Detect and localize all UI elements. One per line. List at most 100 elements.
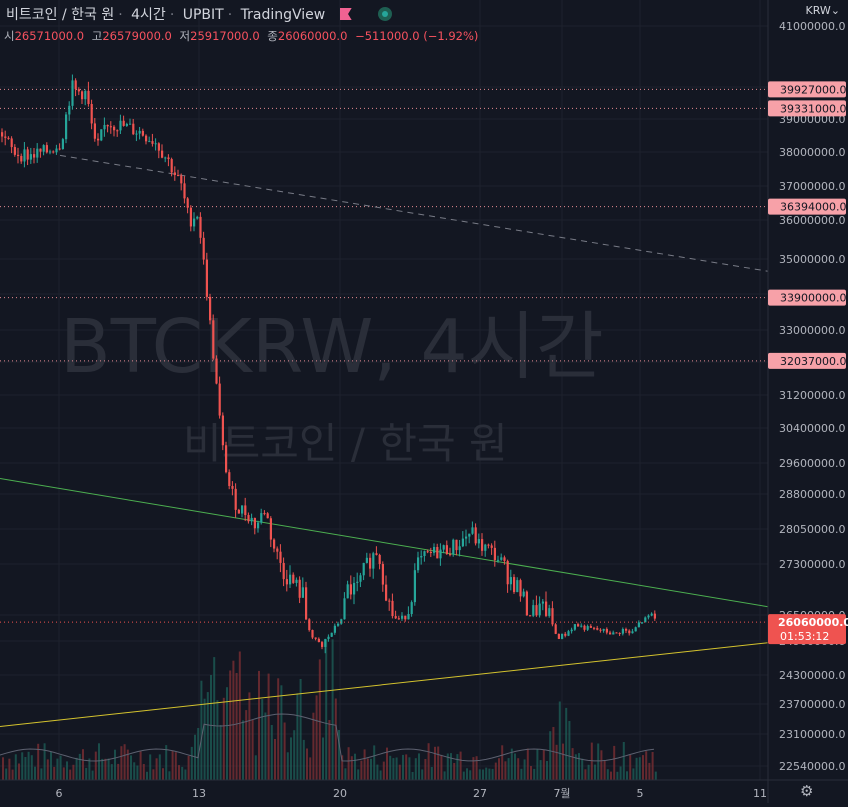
open-label: 시 [4, 29, 15, 43]
volume-bar [280, 685, 283, 780]
candle-body [615, 632, 618, 634]
candle-body [445, 545, 448, 555]
candle-body [506, 560, 509, 585]
volume-bar [152, 769, 155, 780]
candle-body [570, 629, 573, 632]
volume-bar [334, 698, 337, 780]
candle-body [497, 559, 500, 561]
candle-body [180, 175, 183, 184]
flag-icon[interactable] [339, 8, 352, 20]
volume-bar [584, 769, 587, 780]
volume-bar [574, 754, 577, 780]
volume-bar [331, 639, 334, 780]
candle-body [455, 539, 458, 551]
candle-body [36, 148, 39, 158]
candle-body [378, 554, 381, 564]
symbol-title[interactable]: 비트코인 / 한국 원 [6, 7, 115, 23]
volume-bar [363, 749, 366, 780]
volume-bar [181, 766, 184, 780]
candle-body [266, 513, 269, 519]
candle-body [420, 555, 423, 558]
candle-body [29, 154, 32, 160]
volume-bar [370, 758, 372, 780]
candle-body [359, 575, 362, 582]
candle-body [141, 130, 144, 136]
interval-label[interactable]: 4시간 [131, 7, 166, 23]
gear-icon[interactable]: ⚙ [800, 782, 814, 800]
candle-body [7, 137, 10, 139]
volume-bar [190, 746, 193, 780]
candle-body [138, 130, 141, 134]
volume-bar [242, 720, 244, 780]
candle-body [589, 626, 592, 628]
candle-body [295, 579, 298, 583]
candle-body [481, 539, 484, 551]
volume-bar [302, 739, 305, 780]
watermark-subtitle: 비트코인 / 한국 원 [183, 419, 508, 468]
candle-body [148, 141, 151, 143]
candle-body [225, 445, 228, 473]
candle-body [244, 505, 247, 516]
volume-bar [18, 763, 20, 780]
volume-bar [267, 673, 270, 780]
time-axis-tick: 20 [333, 787, 347, 800]
candle-body [538, 603, 541, 616]
candle-body [52, 151, 55, 153]
volume-bar [238, 651, 241, 780]
candle-body [554, 624, 557, 634]
candle-body [561, 633, 564, 639]
candle-body [292, 574, 295, 583]
volume-bar [216, 700, 219, 780]
time-axis-tick: 11 [753, 787, 767, 800]
candle-body [164, 157, 167, 159]
price-level-label: 33900000.0 [780, 292, 846, 305]
candle-body [202, 237, 205, 260]
candle-body [161, 150, 164, 158]
low-value: 25917000.0 [190, 29, 260, 43]
volume-bar [88, 758, 91, 780]
candle-body [369, 557, 372, 569]
volume-bar [315, 695, 318, 780]
volume-bar [219, 725, 222, 780]
candle-body [193, 218, 196, 227]
price-axis-tick: 22540000.0 [779, 760, 845, 773]
volume-bar [466, 768, 468, 780]
price-level-label-bg [768, 352, 846, 369]
candle-body [23, 149, 26, 162]
volume-bar [117, 763, 120, 780]
candle-body [257, 522, 260, 529]
candle-body [551, 608, 554, 625]
price-axis-tick: 24300000.0 [779, 669, 845, 682]
candle-body [90, 104, 93, 124]
candle-body [644, 617, 647, 623]
volume-bar [626, 771, 628, 780]
candle-body [71, 80, 74, 106]
volume-bar [453, 763, 456, 780]
volume-bar [187, 755, 190, 780]
candle-body [42, 145, 45, 152]
volume-bar [123, 744, 126, 780]
volume-bar [37, 743, 40, 780]
candle-body [641, 622, 644, 624]
candle-body [13, 147, 16, 155]
candle-body [65, 114, 68, 140]
volume-bar [440, 754, 443, 780]
volume-bar [24, 757, 27, 780]
candle-body [525, 591, 528, 616]
watermark-title: BTCKRW, 4시간 [60, 304, 604, 390]
volume-bar [136, 765, 139, 780]
candle-body [327, 636, 330, 640]
candle-body [429, 552, 432, 554]
candle-body [474, 527, 477, 544]
price-level-label-bg [768, 81, 846, 98]
candle-body [285, 579, 288, 585]
candle-body [452, 539, 455, 555]
currency-label: KRW [805, 4, 831, 17]
price-axis-tick: 23700000.0 [779, 698, 845, 711]
volume-bar [165, 745, 168, 780]
currency-menu[interactable]: KRW⌄ [805, 4, 840, 17]
candle-body [317, 638, 320, 643]
